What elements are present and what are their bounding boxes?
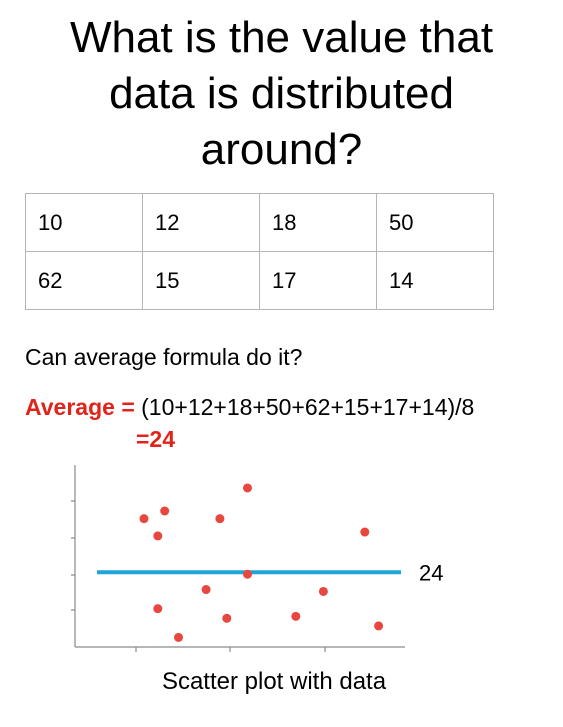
data-point	[374, 621, 384, 631]
data-point	[153, 531, 163, 541]
data-point	[174, 632, 183, 642]
data-point	[243, 569, 252, 579]
table-cell: 50	[376, 193, 494, 252]
slide-title: What is the value that data is distribut…	[0, 10, 563, 178]
data-point	[160, 506, 170, 516]
average-line-label: 24	[419, 560, 443, 585]
table-cell: 10	[25, 193, 143, 252]
title-line-2: data is distributed	[109, 69, 454, 118]
data-table: 10 12 18 50 62 15 17 14	[25, 193, 494, 310]
formula-result: =24	[136, 426, 176, 452]
data-point	[201, 585, 211, 595]
table-cell: 18	[259, 193, 377, 252]
scatter-plot: 24	[71, 465, 443, 652]
formula-expression: (10+12+18+50+62+15+17+14)/8	[141, 394, 475, 420]
table-cell: 12	[142, 193, 260, 252]
plot-caption: Scatter plot with data	[161, 668, 387, 695]
data-point	[153, 604, 163, 614]
title-line-3: around?	[200, 125, 363, 174]
table-cell: 62	[25, 251, 143, 310]
data-point	[243, 483, 252, 493]
table-cell: 14	[376, 251, 494, 310]
table-row: 62 15 17 14	[25, 251, 494, 310]
data-point	[360, 527, 370, 537]
question-text: Can average formula do it?	[25, 344, 303, 370]
average-formula: Average = (10+12+18+50+62+15+17+14)/8	[25, 394, 474, 421]
title-line-1: What is the value that	[69, 13, 494, 62]
table-cell: 15	[142, 251, 260, 310]
data-point	[318, 586, 328, 596]
data-point	[222, 613, 232, 623]
data-point	[291, 611, 301, 621]
table-cell: 17	[259, 251, 377, 310]
data-point	[139, 514, 149, 524]
data-point	[215, 514, 225, 524]
formula-label: Average =	[25, 394, 135, 420]
table-row: 10 12 18 50	[25, 193, 494, 252]
